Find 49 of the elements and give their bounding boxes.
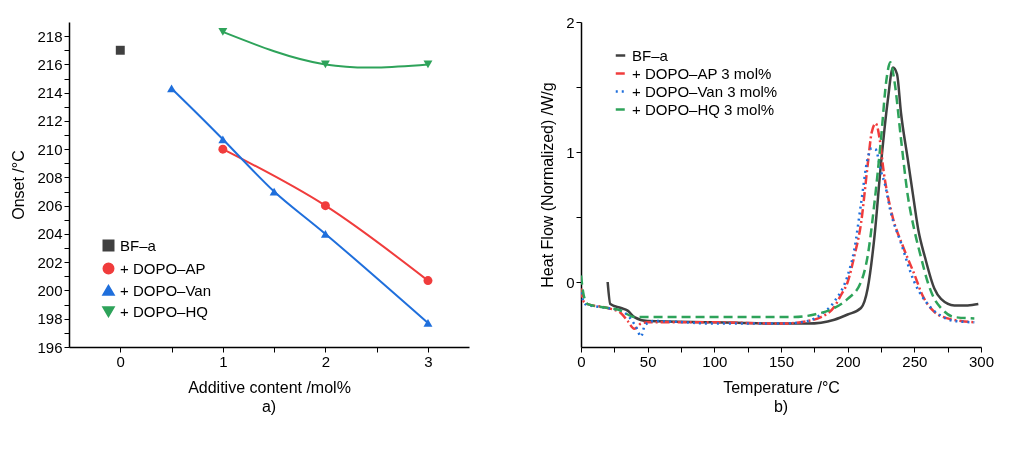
y-tick-label: 208 xyxy=(37,168,63,186)
x-tick-label: 1 xyxy=(219,352,228,370)
point xyxy=(423,276,433,286)
y-tick-label: 2 xyxy=(566,13,575,31)
x-tick-label: 150 xyxy=(768,352,795,370)
y-tick-label: 216 xyxy=(37,55,63,73)
x-tick-label: 0 xyxy=(577,352,586,370)
legend-label: BF–a xyxy=(120,236,157,254)
y-tick-label: 210 xyxy=(37,140,63,158)
y-tick-label: 212 xyxy=(37,112,63,130)
legend-label: + DOPO–AP xyxy=(120,259,206,277)
y-axis-title: Heat Flow (Normalized) /W/g xyxy=(539,82,557,288)
y-axis-title: Onset /°C xyxy=(10,150,28,220)
y-tick-label: 206 xyxy=(37,197,63,215)
legend-label: BF–a xyxy=(632,46,669,64)
y-tick-label: 202 xyxy=(37,253,63,271)
point xyxy=(218,28,228,36)
x-axis-title: Temperature /°C xyxy=(723,378,840,396)
legend-label: + DOPO–Van 3 mol% xyxy=(632,82,778,100)
point xyxy=(423,319,433,327)
y-tick-label: 218 xyxy=(37,27,63,45)
point xyxy=(115,45,125,55)
legend-label: + DOPO–HQ xyxy=(120,302,208,320)
point xyxy=(320,230,330,238)
x-tick-label: 50 xyxy=(639,352,657,370)
x-tick-label: 100 xyxy=(702,352,728,370)
x-tick-label: 3 xyxy=(424,352,433,370)
text: a) xyxy=(261,398,277,415)
x-axis-title: Additive content /mol% xyxy=(188,378,351,396)
point xyxy=(167,84,177,93)
y-tick-label: 0 xyxy=(566,273,575,291)
x-tick-label: 250 xyxy=(902,352,928,370)
point xyxy=(218,144,228,154)
y-tick-label: 214 xyxy=(37,84,63,102)
x-tick-label: 2 xyxy=(321,352,331,370)
point xyxy=(218,135,228,144)
legend-label: + DOPO–HQ 3 mol% xyxy=(632,100,775,118)
point xyxy=(320,201,330,211)
x-tick-label: 300 xyxy=(968,352,995,370)
y-tick-label: 200 xyxy=(37,281,63,299)
legend-label: + DOPO–AP 3 mol% xyxy=(632,64,772,82)
x-tick-label: 200 xyxy=(835,352,861,370)
legend-label: + DOPO–Van xyxy=(120,281,212,299)
text: b) xyxy=(773,398,789,415)
y-tick-label: 198 xyxy=(37,310,63,328)
x-tick-label: 0 xyxy=(116,352,125,370)
y-tick-label: 196 xyxy=(37,338,63,356)
y-tick-label: 204 xyxy=(37,225,63,243)
y-tick-label: 1 xyxy=(566,143,575,161)
